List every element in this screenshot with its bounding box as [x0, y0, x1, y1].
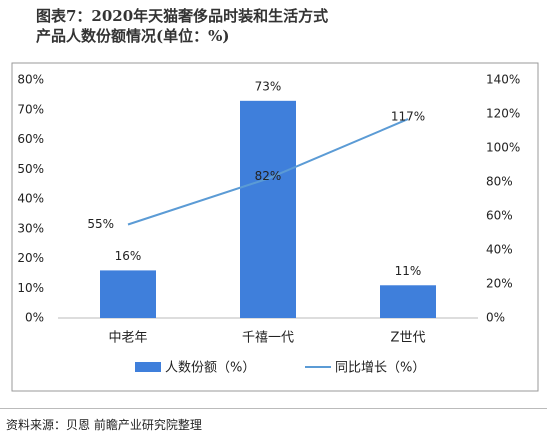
divider	[0, 408, 547, 409]
y-tick-label: 80%	[17, 73, 44, 87]
x-tick-label: 千禧一代	[242, 331, 294, 346]
y2-tick-label: 120%	[486, 107, 520, 121]
bar	[380, 285, 436, 318]
y-tick-label: 0%	[25, 311, 44, 325]
legend-swatch	[135, 362, 161, 372]
bar	[240, 100, 296, 318]
y-tick-label: 70%	[17, 102, 44, 116]
legend-label: 同比增长（%）	[335, 361, 425, 376]
y-tick-label: 20%	[17, 251, 44, 265]
y-tick-label: 30%	[17, 221, 44, 235]
y2-tick-label: 0%	[486, 311, 505, 325]
bar	[100, 270, 156, 318]
x-tick-label: 中老年	[108, 331, 147, 346]
source-note: 资料来源：贝恩 前瞻产业研究院整理	[6, 418, 202, 432]
bar-value-label: 11%	[395, 264, 422, 278]
line-value-label: 117%	[391, 110, 425, 124]
line	[127, 118, 409, 226]
y-tick-label: 40%	[17, 192, 44, 206]
y2-tick-label: 80%	[486, 175, 513, 189]
y-tick-label: 60%	[17, 132, 44, 146]
y2-tick-label: 100%	[486, 141, 520, 155]
bar-value-label: 16%	[115, 249, 142, 263]
y2-tick-label: 20%	[486, 277, 513, 291]
y2-tick-label: 60%	[486, 209, 513, 223]
x-tick-label: Z世代	[391, 331, 426, 346]
line-value-label: 82%	[255, 169, 282, 183]
legend-label: 人数份额（%）	[165, 361, 255, 376]
y-tick-label: 50%	[17, 162, 44, 176]
y2-tick-label: 40%	[486, 243, 513, 257]
y-tick-label: 10%	[17, 281, 44, 295]
y2-tick-label: 140%	[486, 73, 520, 87]
line-value-label: 55%	[87, 217, 114, 231]
chart-title: 图表7：2020年天猫奢侈品时装和生活方式产品人数份额情况(单位：%)	[36, 7, 329, 45]
chart-frame	[11, 62, 539, 392]
bar-value-label: 73%	[255, 79, 282, 93]
